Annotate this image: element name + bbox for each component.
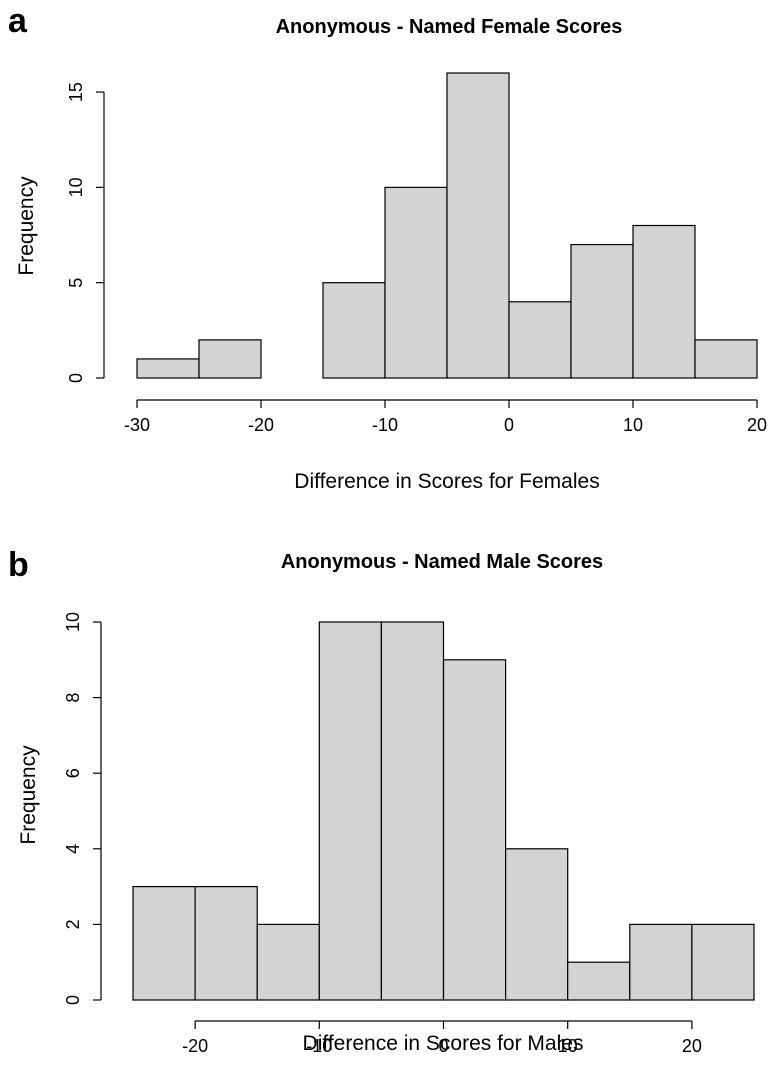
bars-b [132,621,755,1001]
y-axis-label-b: Frequency [17,745,40,845]
y-tick-label: 6 [63,768,83,778]
panel-letter-a: a [8,2,28,40]
x-tick-label: -20 [182,1036,208,1056]
histogram-bar [691,923,755,1001]
histogram-bar [505,848,569,1001]
histogram-bar [132,885,196,1001]
x-tick-label: -10 [306,1036,332,1056]
x-tick-label: -10 [372,415,398,435]
y-tick-label: 2 [63,919,83,929]
histogram-bar [694,339,758,379]
x-tick-label: 10 [558,1036,578,1056]
y-axis-label-a: Frequency [15,176,38,276]
histogram-bar [136,358,200,379]
x-tick-label: 0 [438,1036,448,1056]
y-tick-label: 5 [66,278,86,288]
x-tick-label: 0 [504,415,514,435]
x-axis-label-a: Difference in Scores for Females [294,470,599,493]
histogram-panel-b: b Anonymous - Named Male Scores Frequenc… [8,546,755,1056]
histogram-bar [508,301,572,379]
histogram-bar [446,72,510,379]
x-axis-a: -30 -20 -10 0 10 20 [124,399,767,435]
histogram-bar [322,282,386,379]
x-tick-label: 20 [682,1036,702,1056]
histogram-bar [384,186,448,379]
y-tick-label: 10 [63,612,83,632]
y-tick-label: 8 [63,693,83,703]
y-tick-label: 0 [66,373,86,383]
histogram-bar [442,659,507,1001]
y-tick-label: 4 [63,844,83,854]
histogram-bar [380,621,445,1001]
histogram-bar [318,621,382,1001]
histogram-bar [194,885,258,1001]
histogram-bar [567,961,631,1001]
panel-letter-b: b [8,546,29,584]
histogram-bar [570,243,634,379]
histogram-bar [198,339,262,379]
y-tick-label: 15 [66,82,86,102]
x-axis-label-b: Difference in Scores for Males [303,1032,584,1055]
x-tick-label: 20 [747,415,767,435]
chart-title-a: Anonymous - Named Female Scores [276,16,623,38]
y-axis-a: 0 5 10 15 [66,82,105,383]
bars-a [136,72,758,379]
x-tick-label: -30 [124,415,150,435]
histogram-bar [256,923,320,1001]
histogram-bar [632,224,696,379]
x-tick-label: -20 [248,415,274,435]
histogram-bar [629,923,693,1001]
chart-title-b: Anonymous - Named Male Scores [281,551,603,573]
y-axis-b: 0 2 4 6 8 10 [63,612,102,1005]
histogram-panel-a: a Anonymous - Named Female Scores Freque… [8,2,767,493]
x-axis-b: -20 -10 0 10 20 [182,1020,702,1056]
y-tick-label: 10 [66,177,86,197]
x-tick-label: 10 [623,415,643,435]
y-tick-label: 0 [63,995,83,1005]
